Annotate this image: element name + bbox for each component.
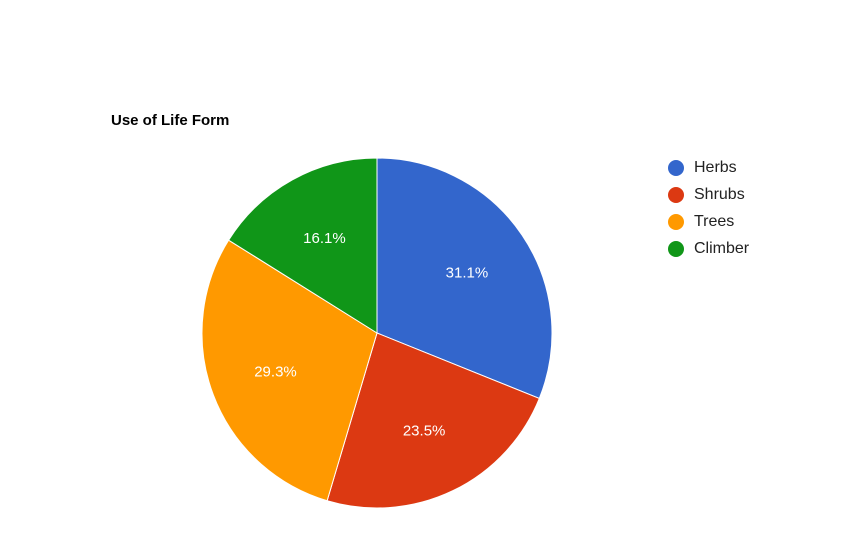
legend-label-shrubs: Shrubs: [694, 185, 745, 203]
slice-label-herbs: 31.1%: [446, 264, 489, 281]
pie-slice-herbs[interactable]: [376, 157, 553, 400]
slice-label-trees: 29.3%: [254, 363, 297, 380]
legend-swatch-herbs: [668, 159, 684, 176]
pie-slice-trees[interactable]: [201, 239, 378, 502]
legend-item-trees[interactable]: Trees: [668, 208, 749, 235]
legend-swatch-trees: [668, 213, 684, 230]
slice-label-shrubs: 23.5%: [403, 423, 446, 440]
pie-slice-shrubs[interactable]: [326, 332, 540, 509]
legend-item-climber[interactable]: Climber: [668, 235, 749, 262]
slice-label-climber: 16.1%: [303, 230, 346, 247]
legend-swatch-climber: [668, 240, 684, 257]
chart-title: Use of Life Form: [111, 112, 230, 129]
legend-label-herbs: Herbs: [694, 158, 737, 176]
pie-slice-climber[interactable]: [227, 157, 378, 334]
legend-label-trees: Trees: [694, 212, 735, 230]
legend-item-herbs[interactable]: Herbs: [668, 154, 749, 181]
pie-slices: [201, 157, 553, 509]
legend-label-climber: Climber: [694, 239, 750, 257]
legend: Herbs Shrubs Trees Climber: [668, 154, 749, 262]
legend-swatch-shrubs: [668, 186, 684, 203]
legend-item-shrubs[interactable]: Shrubs: [668, 181, 749, 208]
pie-slice-labels: 31.1% 23.5% 29.3% 16.1%: [254, 230, 488, 440]
